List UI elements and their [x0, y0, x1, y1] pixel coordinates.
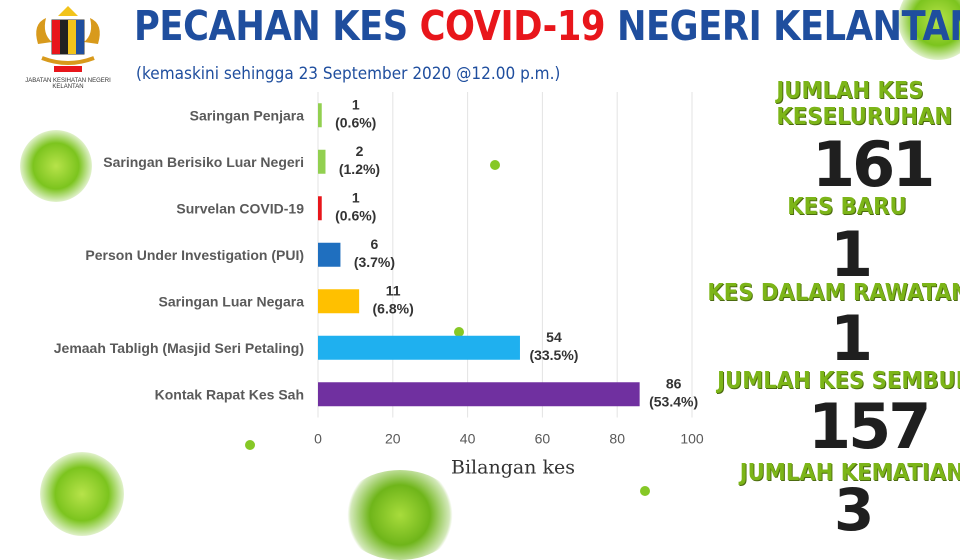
virus-dot — [245, 440, 255, 450]
page-subtitle: (kemaskini sehingga 23 September 2020 @1… — [136, 64, 561, 84]
data-label-value: 86 — [666, 375, 682, 391]
data-label-value: 2 — [356, 143, 364, 159]
category-label: Saringan Berisiko Luar Negeri — [103, 154, 304, 170]
x-tick-label: 0 — [314, 431, 322, 447]
bar — [318, 289, 360, 314]
stat-value-recovered: 157 — [808, 390, 931, 463]
x-tick-label: 40 — [460, 431, 476, 447]
category-label: Person Under Investigation (PUI) — [85, 247, 304, 263]
data-label-percent: (0.6%) — [335, 207, 376, 223]
x-tick-label: 100 — [680, 431, 704, 447]
x-tick-label: 60 — [535, 431, 551, 447]
bar — [318, 335, 520, 360]
virus-decoration — [40, 452, 124, 536]
data-label-percent: (3.7%) — [354, 254, 395, 270]
data-label-value: 1 — [352, 189, 360, 205]
state-crest-logo — [12, 4, 124, 90]
virus-dot — [490, 160, 500, 170]
stat-label-deaths: JUMLAH KEMATIAN — [739, 460, 960, 486]
data-label-percent: (0.6%) — [335, 114, 376, 130]
stat-label-line: JUMLAH KES — [776, 78, 924, 104]
data-label-value: 1 — [352, 96, 360, 112]
x-axis-title: Bilangan kes — [451, 457, 575, 479]
stat-label-line: KESELURUHAN — [776, 104, 953, 130]
category-label: Kontak Rapat Kes Sah — [155, 386, 304, 402]
stat-label-recovered: JUMLAH KES SEMBUH — [717, 368, 960, 394]
stat-label-in-treatment: KES DALAM RAWATAN — [707, 280, 960, 306]
bar — [318, 103, 322, 128]
page-title: PECAHAN KES COVID-19 NEGERI KELANTAN — [134, 2, 960, 50]
data-label-value: 6 — [371, 236, 379, 252]
category-label: Saringan Penjara — [190, 107, 305, 123]
case-breakdown-bar-chart: 0 20 40 60 80 100 Saringan Penjara 1 (0.6%) Sarin… — [54, 92, 704, 479]
stat-label-total-cases: JUMLAH KES KESELURUHAN — [776, 78, 953, 130]
x-tick-label: 80 — [609, 431, 625, 447]
data-label-percent: (6.8%) — [373, 300, 414, 316]
data-label-value: 54 — [546, 329, 562, 345]
data-label-percent: (1.2%) — [339, 161, 380, 177]
x-tick-label: 20 — [385, 431, 401, 447]
data-label-value: 11 — [386, 282, 401, 298]
virus-dot — [454, 327, 464, 337]
stat-value-deaths: 3 — [834, 476, 875, 544]
virus-decoration — [20, 130, 92, 202]
bar — [318, 196, 322, 221]
data-label-percent: (53.4%) — [649, 393, 698, 409]
title-highlight: COVID-19 — [419, 2, 606, 50]
category-label: Saringan Luar Negara — [159, 293, 305, 309]
stat-label-new-cases: KES BARU — [787, 194, 907, 220]
category-label: Jemaah Tabligh (Masjid Seri Petaling) — [54, 340, 304, 356]
data-label-percent: (33.5%) — [529, 347, 578, 363]
category-label: Survelan COVID-19 — [176, 200, 304, 216]
stat-value-new-cases: 1 — [830, 218, 874, 291]
logo-caption: JABATAN KESIHATAN NEGERI KELANTAN — [25, 78, 111, 90]
bar — [318, 382, 640, 407]
bar — [318, 149, 326, 174]
title-part1: PECAHAN KES — [134, 2, 420, 50]
stat-value-in-treatment: 1 — [830, 302, 874, 375]
virus-dot — [640, 486, 650, 496]
stat-value-total-cases: 161 — [812, 128, 935, 201]
title-part2: NEGERI KELANTAN — [605, 2, 960, 50]
bar — [318, 242, 341, 267]
